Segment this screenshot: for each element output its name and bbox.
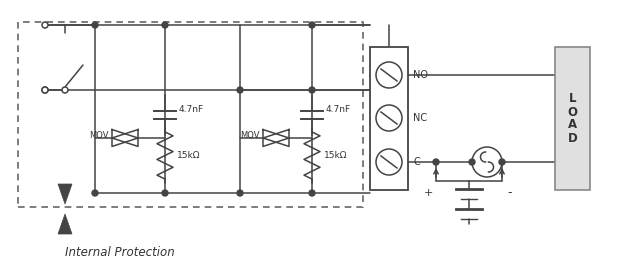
Text: D: D xyxy=(568,132,577,144)
Text: 4.7nF: 4.7nF xyxy=(326,104,351,113)
Circle shape xyxy=(42,22,48,28)
Circle shape xyxy=(309,22,315,28)
Polygon shape xyxy=(58,214,72,234)
Bar xyxy=(555,47,590,190)
Circle shape xyxy=(309,87,315,93)
Circle shape xyxy=(433,159,439,165)
Text: O: O xyxy=(567,105,577,119)
Text: NC: NC xyxy=(413,113,427,123)
Text: 15kΩ: 15kΩ xyxy=(324,151,347,160)
Circle shape xyxy=(376,149,402,175)
Circle shape xyxy=(62,87,68,93)
Bar xyxy=(370,47,408,190)
Circle shape xyxy=(92,190,98,196)
Circle shape xyxy=(469,159,475,165)
Circle shape xyxy=(92,22,98,28)
Text: Internal Protection: Internal Protection xyxy=(65,246,175,260)
Text: -: - xyxy=(508,187,512,199)
Circle shape xyxy=(237,87,243,93)
Text: NO: NO xyxy=(413,70,428,80)
Circle shape xyxy=(376,105,402,131)
Circle shape xyxy=(499,159,505,165)
Text: MOV: MOV xyxy=(241,132,260,140)
Text: A: A xyxy=(568,119,577,132)
Polygon shape xyxy=(58,184,72,204)
Text: 4.7nF: 4.7nF xyxy=(179,104,204,113)
Circle shape xyxy=(42,87,48,93)
Circle shape xyxy=(309,190,315,196)
Text: C: C xyxy=(413,157,420,167)
Circle shape xyxy=(237,190,243,196)
Circle shape xyxy=(376,62,402,88)
Circle shape xyxy=(162,190,168,196)
Text: L: L xyxy=(569,92,576,105)
Circle shape xyxy=(162,22,168,28)
Text: +: + xyxy=(423,188,433,198)
Circle shape xyxy=(472,147,502,177)
Text: MOV: MOV xyxy=(89,132,109,140)
Circle shape xyxy=(42,87,48,93)
Text: 15kΩ: 15kΩ xyxy=(177,151,200,160)
